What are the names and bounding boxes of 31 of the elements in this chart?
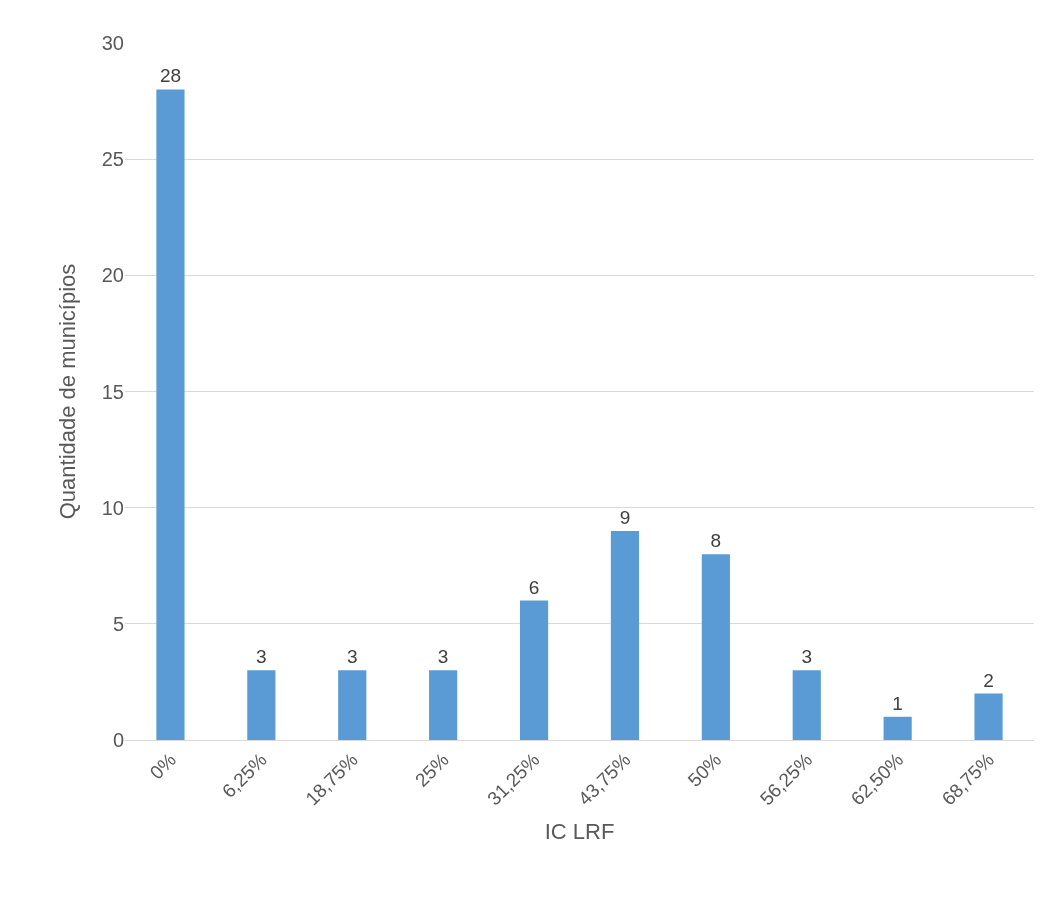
bar bbox=[610, 530, 640, 740]
bar bbox=[974, 693, 1003, 740]
bar bbox=[519, 600, 549, 740]
x-tick-label: 0% bbox=[145, 748, 181, 784]
bar bbox=[429, 670, 458, 740]
data-label: 3 bbox=[256, 646, 267, 668]
y-tick-label: 30 bbox=[101, 32, 124, 54]
data-label: 8 bbox=[710, 530, 722, 552]
bar bbox=[156, 89, 185, 740]
bar bbox=[792, 670, 821, 740]
y-tick-label: 10 bbox=[101, 496, 124, 519]
data-label: 9 bbox=[619, 506, 631, 528]
bar bbox=[338, 670, 367, 740]
bar bbox=[247, 670, 276, 740]
data-label: 28 bbox=[159, 65, 182, 87]
y-tick-label: 25 bbox=[101, 148, 124, 171]
data-label: 1 bbox=[892, 692, 903, 714]
bar bbox=[883, 716, 912, 740]
x-axis-title: IC LRF bbox=[544, 819, 615, 845]
data-label: 3 bbox=[801, 646, 813, 668]
bar bbox=[701, 554, 730, 740]
data-label: 6 bbox=[528, 576, 540, 598]
y-tick-label: 0 bbox=[112, 729, 124, 751]
y-tick-label: 5 bbox=[112, 612, 124, 635]
y-tick-label: 15 bbox=[101, 380, 124, 403]
data-label: 3 bbox=[346, 646, 358, 668]
data-label: 2 bbox=[983, 669, 994, 691]
x-tick-label: 50% bbox=[683, 748, 726, 791]
y-axis-title: Quantidade de municípios bbox=[54, 263, 80, 520]
data-label: 3 bbox=[437, 646, 449, 668]
y-tick-label: 20 bbox=[101, 264, 124, 287]
